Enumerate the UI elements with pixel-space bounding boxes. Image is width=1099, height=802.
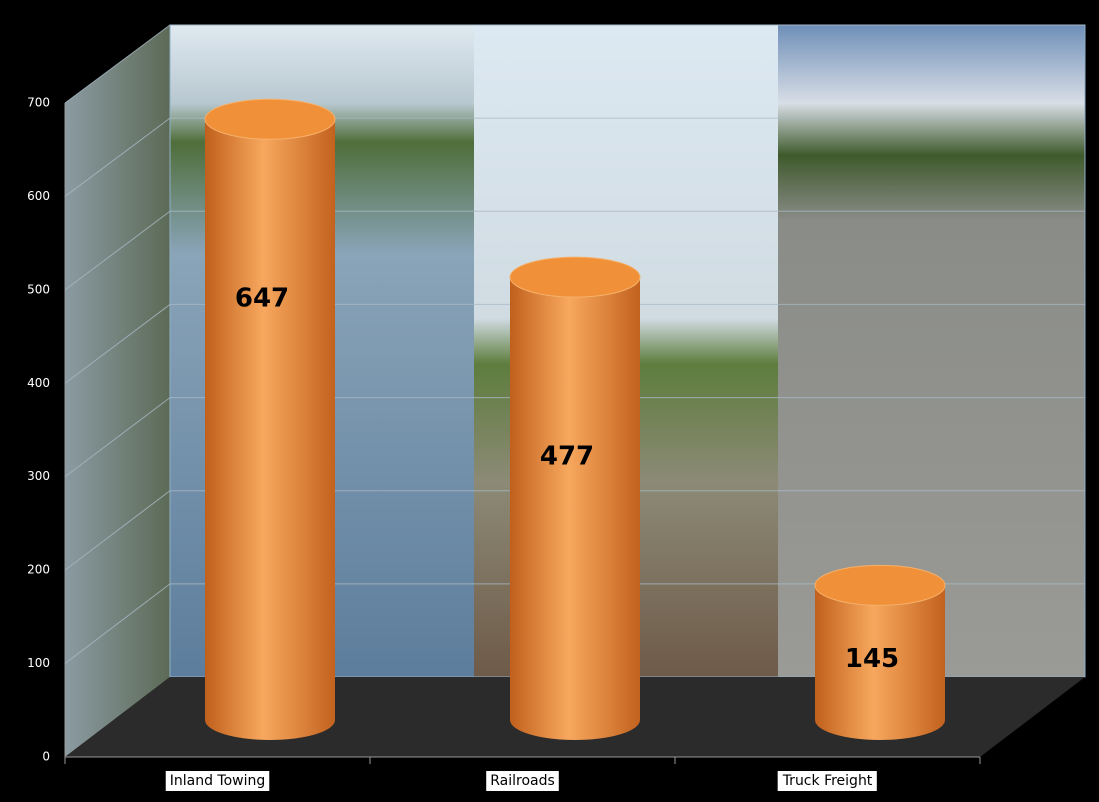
grid-line	[64, 397, 1085, 478]
x-label-box	[486, 771, 559, 791]
side-wall	[65, 25, 170, 757]
cylinder-top	[204, 98, 336, 140]
x-tick-label: Inland Towing	[170, 773, 266, 789]
x-tick-label: Truck Freight	[782, 773, 873, 789]
cylinder-base	[205, 700, 335, 740]
cylinder-base	[510, 700, 640, 740]
y-tick-label: 0	[42, 750, 50, 764]
cylinder-base	[815, 700, 945, 740]
grid-line	[64, 303, 1085, 384]
value-label: 145	[845, 644, 899, 674]
value-label: 477	[540, 442, 594, 472]
x-label-box	[777, 771, 877, 791]
cylinder-body	[510, 277, 640, 720]
grid-line	[64, 210, 1085, 291]
grid-line	[64, 24, 1085, 104]
grid-line	[64, 583, 1085, 664]
cylinder-top	[509, 256, 641, 298]
wall-photo	[778, 25, 1085, 677]
x-tick-label: Railroads	[490, 773, 555, 789]
y-tick-label: 200	[27, 563, 50, 577]
y-tick-label: 300	[27, 469, 50, 483]
y-tick-label: 600	[27, 189, 50, 203]
cylinder-top	[814, 564, 946, 606]
value-label: 647	[235, 284, 289, 314]
y-tick-label: 700	[27, 96, 50, 110]
y-tick-label: 100	[27, 656, 50, 670]
cylinder-body	[205, 119, 335, 720]
x-label-box	[165, 771, 270, 791]
y-tick-label: 400	[27, 376, 50, 390]
grid-line	[64, 490, 1085, 571]
grid-line	[64, 117, 1085, 197]
cylinder-body	[815, 585, 945, 720]
y-tick-label: 500	[27, 282, 50, 296]
